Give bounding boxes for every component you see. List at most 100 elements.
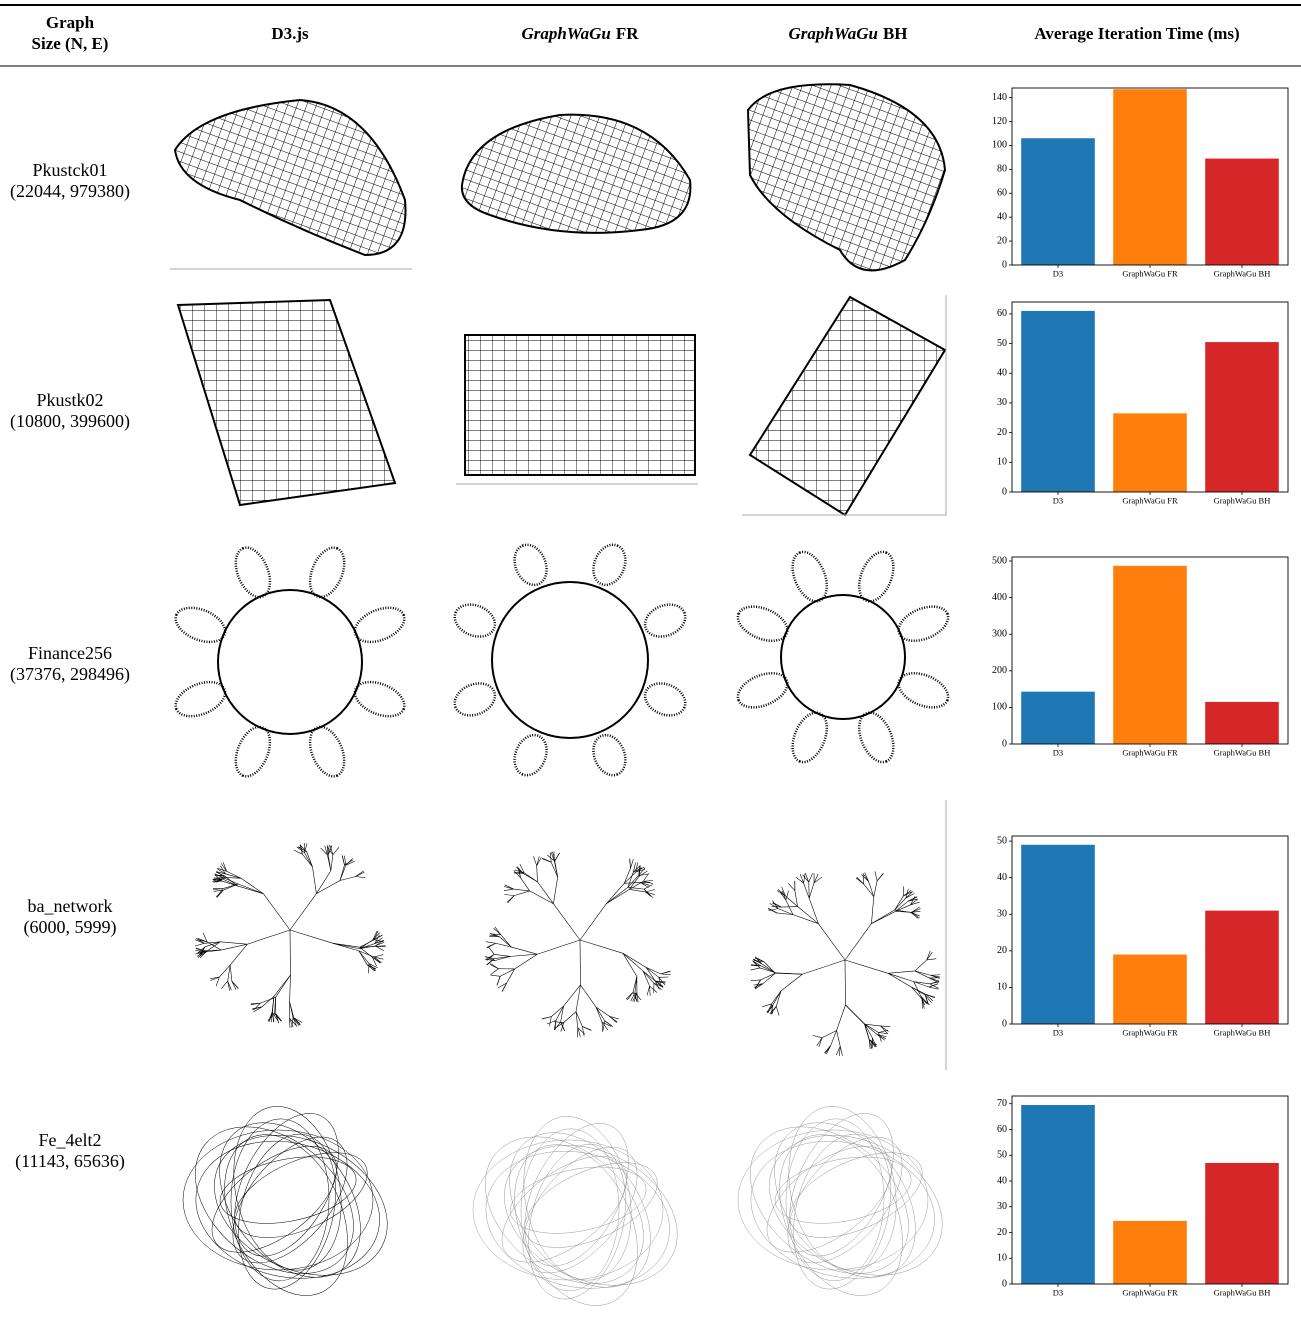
layout-edge	[813, 873, 819, 883]
layout-edge	[638, 870, 648, 877]
layout-drawing	[485, 1136, 644, 1284]
x-tick-label: GraphWaGu FR	[1122, 495, 1178, 505]
layout-edge	[375, 941, 385, 947]
layout-drawing	[788, 1106, 897, 1271]
layout-edge	[553, 903, 581, 941]
layout-edge	[519, 863, 525, 873]
layout-edge	[830, 1030, 837, 1046]
layout-edge	[844, 959, 889, 974]
layout-edge	[913, 981, 930, 985]
layout-edge	[359, 943, 375, 950]
layout-edge	[580, 984, 597, 1008]
layout-edge	[553, 876, 558, 904]
y-tick-label: 30	[997, 397, 1007, 408]
graph-size: (11143, 65636)	[15, 1151, 125, 1172]
layout-edge	[332, 943, 360, 948]
layout-edge	[649, 986, 651, 996]
bar	[1021, 310, 1095, 492]
layout-edge	[291, 1017, 294, 1028]
layout-edge	[595, 1006, 605, 1021]
header-graph: Graph	[46, 13, 95, 32]
layout-edge	[635, 866, 645, 873]
layout-edge	[785, 895, 798, 907]
layout-edge	[493, 928, 502, 935]
layout-drawing	[217, 589, 363, 735]
layout-edge	[332, 943, 359, 952]
y-tick-label: 0	[1002, 1018, 1007, 1029]
layout-edge	[627, 874, 639, 888]
x-tick-label: GraphWaGu BH	[1214, 1027, 1271, 1037]
layout-edge	[216, 877, 226, 883]
header-graph-size: Size (N, E)	[32, 34, 109, 53]
layout-edge	[928, 986, 939, 990]
layout-edge	[926, 950, 931, 961]
layout-edge	[874, 871, 878, 881]
layout-edge	[503, 888, 514, 892]
layout-drawing	[787, 1136, 903, 1264]
layout-edge	[329, 845, 334, 855]
y-tick-label: 10	[997, 982, 1007, 993]
frame-line	[742, 295, 947, 516]
layout-edge	[324, 845, 328, 855]
layout-drawing	[211, 1146, 338, 1253]
x-tick-label: GraphWaGu BH	[1214, 495, 1271, 505]
layout-edge	[642, 970, 655, 984]
y-tick-label: 80	[997, 164, 1007, 175]
layout-edge	[622, 953, 644, 972]
layout-edge	[368, 963, 370, 974]
layout-edge	[788, 883, 796, 891]
y-tick-label: 40	[997, 368, 1007, 379]
layout-drawing	[791, 711, 829, 764]
layout-edge	[372, 957, 377, 967]
y-tick-label: 50	[997, 338, 1007, 349]
layout-edge	[359, 946, 373, 958]
layout-edge	[237, 885, 264, 894]
layout-edge	[910, 898, 919, 906]
layout-edge	[375, 945, 385, 951]
layout-edge	[623, 868, 631, 884]
layout-edge	[808, 873, 813, 883]
layout-edge	[876, 1034, 887, 1038]
layout-edge	[601, 1021, 609, 1031]
layout-edge	[197, 946, 206, 954]
y-tick-label: 120	[992, 116, 1007, 127]
layout-edge	[643, 880, 654, 882]
layout-edge	[289, 1018, 294, 1028]
layout-edge	[366, 964, 375, 972]
layout-edge	[808, 882, 815, 899]
layout-edge	[486, 958, 495, 966]
layout-edge	[582, 1026, 585, 1037]
bar	[1205, 1162, 1279, 1284]
x-tick-label: GraphWaGu BH	[1214, 268, 1271, 278]
layout-edge	[925, 994, 932, 1003]
layout-edge	[772, 990, 782, 1006]
layout-edge	[625, 991, 634, 1000]
layout-edge	[554, 861, 558, 878]
layout-edge	[373, 930, 379, 940]
layout-drawing	[789, 1113, 894, 1257]
layout-edge	[339, 876, 356, 881]
layout-edge	[202, 932, 208, 942]
layout-edge	[272, 1012, 275, 1023]
layout-edge	[344, 855, 347, 866]
layout-edge	[582, 1026, 592, 1031]
layout-edge	[220, 865, 226, 875]
layout-drawing	[233, 1106, 342, 1271]
layout-drawing	[520, 1128, 620, 1292]
layout-edge	[862, 873, 869, 882]
y-tick-label: 400	[992, 592, 1007, 603]
layout-edge	[633, 867, 643, 873]
layout-drawing	[230, 1118, 330, 1282]
layout-edge	[488, 946, 495, 955]
layout-edge	[768, 908, 779, 912]
bar	[1021, 1105, 1095, 1284]
layout-edge	[339, 865, 347, 881]
layout-edge	[925, 994, 934, 1002]
layout-edge	[753, 958, 762, 965]
layout-edge	[494, 926, 502, 935]
layout-edge	[795, 876, 804, 884]
layout-edge	[635, 862, 638, 873]
plot-frame	[1011, 301, 1289, 493]
layout-drawing	[485, 1150, 670, 1289]
layout-edge	[864, 1023, 881, 1027]
